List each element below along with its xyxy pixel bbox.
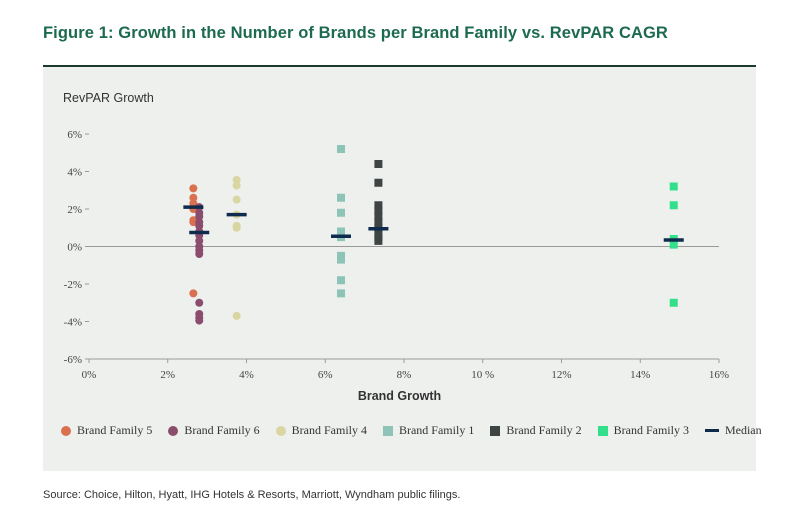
y-tick-label: 0% [67,242,82,254]
x-tick-label: 12% [551,369,571,381]
y-tick-label: -4% [64,317,82,329]
y-tick-label: -2% [64,279,82,291]
legend-swatch [168,425,179,436]
legend-label: Brand Family 1 [398,423,475,437]
brand-family-3-point [669,182,678,191]
legend-label: Brand Family 5 [77,423,153,437]
legend-label: Brand Family 2 [506,423,582,437]
y-axis-label: RevPAR Growth [63,91,154,105]
y-tick-label: 6% [67,129,82,141]
y-tick-label: 2% [67,204,82,216]
brand-family-2-point [374,160,383,168]
x-tick-label: 6% [318,369,333,381]
brand-family-2-point [374,218,383,227]
brand-family-1-point [337,276,345,285]
x-tick-label: 2% [160,369,175,381]
brand-family-6-point [195,221,204,230]
brand-family-5-point [189,218,198,227]
brand-family-4-point [232,181,241,190]
brand-family-3-point [669,240,678,249]
brand-family-2-point [374,236,383,245]
brand-family-4-point [232,175,241,184]
brand-family-4-point [232,311,241,320]
brand-family-3-point [669,298,678,307]
brand-family-2-point [374,212,383,221]
brand-family-6-point [195,212,204,221]
x-tick-label: 10 % [471,369,494,381]
y-tick-label: 4% [67,167,82,179]
brand-family-6-point [195,250,204,258]
chart-panel: RevPAR Growth 6% 4% 2% 0% -2% -4% -6% 0% 2% 4% 6% 8… [43,67,762,471]
source-note: Source: Choice, Hilton, Hyatt, IHG Hotel… [43,489,461,501]
legend-item-brand-family-5: Brand Family 5 [61,423,152,438]
x-tick-label: 4% [239,369,254,381]
brand-family-1-point [337,289,345,298]
legend-swatch [61,425,71,436]
legend-swatch [275,425,286,436]
brand-family-4-point [232,223,241,232]
brand-family-5-point [189,289,198,298]
legend-item-brand-family-2: Brand Family 2 [490,423,582,438]
brand-family-2-point [374,206,383,215]
brand-family-3-point [669,201,678,210]
brand-family-4-point [232,195,241,204]
legend-label: Brand Family 3 [613,423,689,437]
brand-family-1-point [337,227,345,236]
figure-title: Figure 1: Growth in the Number of Brands… [43,24,668,42]
brand-family-1-point [337,145,345,153]
x-tick-label: 16% [709,369,729,381]
scatter-plot: 6%4%2%0%-2%-4%-6%0% 2% 4% 6% 8% 10 % 12% 14% 16% [64,129,729,381]
legend-item-median: Median [704,423,762,438]
brand-family-1-point [337,193,345,202]
y-tick-label: -6% [64,354,82,366]
brand-family-2-point [374,201,383,210]
title-rule [43,65,756,67]
legend-item-brand-family-4: Brand Family 4 [275,423,367,438]
x-tick-label: 8% [397,369,412,381]
legend-swatch [597,425,608,436]
legend-label: Brand Family 6 [184,423,260,437]
x-tick-label: 0% [82,369,97,381]
brand-family-5-point [189,184,198,193]
legend-label: Median [724,423,762,437]
legend-swatch [490,425,501,436]
brand-family-6-point [195,236,204,245]
legend-item-brand-family-1: Brand Family 1 [382,423,475,438]
legend-label: Brand Family 4 [291,423,367,437]
brand-family-5-point [189,193,198,202]
brand-family-1-point [337,208,345,217]
x-axis-label: Brand Growth [357,389,442,403]
chart-legend: Brand Family 5 Brand Family 6 Brand Family… [61,423,762,438]
brand-family-2-point [374,178,383,187]
brand-family-6-point [195,298,204,307]
brand-family-6-point [195,316,204,325]
x-tick-label: 14% [630,369,650,381]
legend-swatch [382,425,393,436]
brand-family-1-point [337,255,345,264]
legend-item-brand-family-3: Brand Family 3 [597,423,689,438]
legend-item-brand-family-6: Brand Family 6 [168,423,260,438]
legend-swatch [704,429,719,432]
